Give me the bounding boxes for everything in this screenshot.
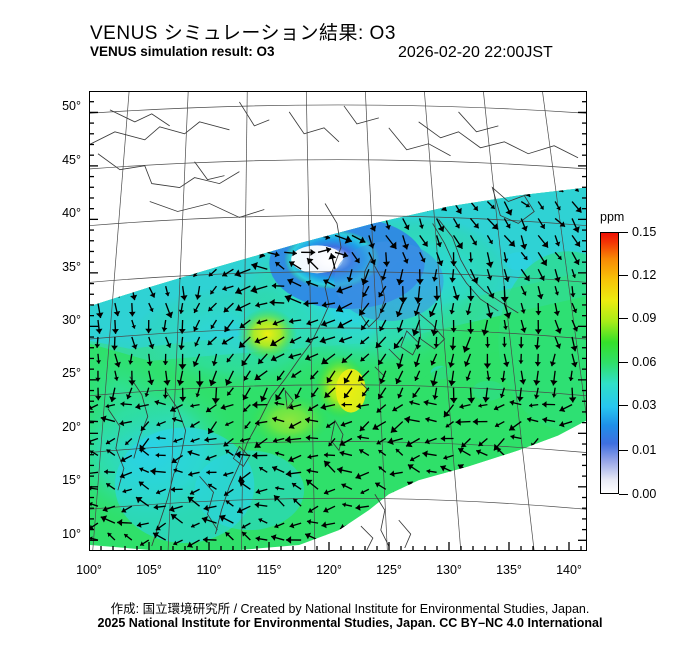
colorbar-tick-label: 0.01: [632, 443, 657, 457]
colorbar[interactable]: [600, 232, 619, 494]
y-tick-label: 20°: [62, 419, 81, 434]
y-tick-label: 30°: [62, 313, 81, 327]
y-tick-label: 45°: [62, 152, 81, 167]
colorbar-unit-label: ppm: [600, 210, 625, 224]
x-tick-label: 130°: [436, 563, 462, 577]
colorbar-tick-label: 0.00: [632, 487, 657, 501]
page-title-japanese: VENUS シミュレーション結果: O3: [90, 23, 396, 44]
y-tick-label: 40°: [62, 206, 81, 221]
y-tick-label: 25°: [62, 366, 81, 381]
x-tick-label: 110°: [196, 563, 222, 577]
credit-line-jp: 作成: 国立環境研究所 / Created by National Instit…: [110, 602, 590, 616]
credit-line-license: 2025 National Institute for Environmenta…: [97, 616, 603, 630]
colorbar-tick: [619, 450, 628, 451]
colorbar-tick-label: 0.15: [632, 225, 657, 239]
page-title-english: VENUS simulation result: O3: [90, 44, 275, 59]
colorbar-tick-label: 0.12: [632, 268, 657, 282]
y-tick-label: 50°: [62, 99, 81, 114]
x-tick-label: 135°: [496, 563, 522, 577]
colorbar-tick: [619, 275, 628, 276]
x-tick-label: 115°: [256, 563, 282, 577]
y-tick-label: 35°: [62, 259, 81, 274]
map-plot-area[interactable]: [89, 91, 587, 551]
colorbar-tick-label: 0.06: [632, 355, 657, 369]
y-tick-label: 10°: [62, 526, 81, 541]
colorbar-tick-label: 0.09: [632, 311, 657, 325]
x-tick-label: 100°: [76, 563, 102, 577]
x-tick-label: 105°: [136, 563, 162, 577]
colorbar-tick-label: 0.03: [632, 398, 657, 412]
y-tick-label: 15°: [62, 473, 81, 488]
colorbar-tick: [619, 405, 628, 406]
colorbar-tick: [619, 232, 628, 233]
colorbar-tick: [619, 362, 628, 363]
timestamp-label: 2026-02-20 22:00JST: [398, 44, 553, 61]
x-tick-label: 120°: [316, 563, 342, 577]
ozone-heatmap-svg: [90, 92, 586, 550]
x-tick-label: 140°: [556, 563, 582, 577]
x-tick-label: 125°: [376, 563, 402, 577]
colorbar-gradient: [600, 232, 619, 494]
colorbar-tick: [619, 494, 628, 495]
colorbar-tick: [619, 318, 628, 319]
